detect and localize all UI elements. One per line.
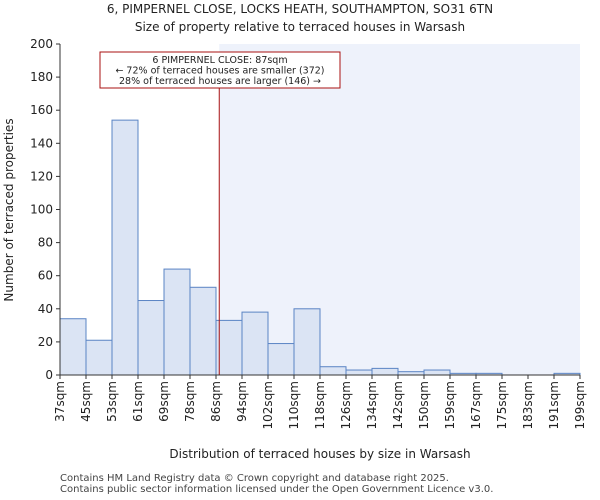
bar-134sqm — [371, 367, 399, 376]
annotation-box — [99, 51, 341, 89]
bar-53sqm — [111, 119, 139, 376]
bar-61sqm — [137, 300, 165, 376]
x-tick-label: 86sqm — [209, 381, 223, 422]
x-tick-label: 134sqm — [365, 381, 379, 429]
bar-102sqm — [267, 343, 295, 376]
bar-110sqm — [293, 308, 321, 376]
x-tick-label: 102sqm — [261, 381, 275, 429]
y-tick-label: 120 — [30, 169, 53, 183]
larger-region-shade — [219, 44, 580, 375]
x-tick-label: 126sqm — [339, 381, 353, 429]
y-tick-label: 200 — [30, 37, 53, 51]
bar-118sqm — [319, 366, 347, 376]
bar-37sqm — [59, 318, 87, 376]
y-tick-label: 80 — [38, 236, 53, 250]
annotation-line-3: 28% of terraced houses are larger (146) … — [119, 76, 321, 87]
chart-subtitle: Size of property relative to terraced ho… — [135, 20, 465, 34]
footer-line-1: Contains HM Land Registry data © Crown c… — [60, 473, 449, 484]
x-tick-label: 118sqm — [313, 381, 327, 429]
x-tick-label: 142sqm — [391, 381, 405, 429]
bar-78sqm — [189, 286, 217, 376]
x-tick-label: 37sqm — [53, 381, 67, 422]
bars-group — [59, 119, 581, 376]
bar-126sqm — [345, 369, 373, 376]
x-tick-label: 150sqm — [417, 381, 431, 429]
bar-45sqm — [85, 339, 113, 376]
x-tick-label: 69sqm — [157, 381, 171, 422]
x-tick-label: 53sqm — [105, 381, 119, 422]
y-tick-label: 40 — [38, 302, 53, 316]
y-tick-label: 100 — [30, 203, 53, 217]
x-axis-label: Distribution of terraced houses by size … — [169, 447, 470, 461]
y-axis-label: Number of terraced properties — [2, 118, 16, 301]
x-tick-label: 175sqm — [495, 381, 509, 429]
x-tick-label: 183sqm — [521, 381, 535, 429]
x-tick-label: 199sqm — [573, 381, 587, 429]
chart-title: 6, PIMPERNEL CLOSE, LOCKS HEATH, SOUTHAM… — [107, 2, 493, 16]
x-tick-label: 110sqm — [287, 381, 301, 429]
bar-69sqm — [163, 268, 191, 376]
x-tick-label: 94sqm — [235, 381, 249, 422]
footer-line-2: Contains public sector information licen… — [60, 484, 494, 495]
y-tick-label: 180 — [30, 70, 53, 84]
bar-150sqm — [423, 369, 451, 376]
x-tick-label: 45sqm — [79, 381, 93, 422]
x-tick-label: 159sqm — [443, 381, 457, 429]
bar-94sqm — [241, 311, 269, 376]
y-tick-label: 20 — [38, 335, 53, 349]
x-ticks: 37sqm 45sqm 53sqm 61sqm 69sqm 78sqm 86sqm 94sqm… — [53, 375, 587, 429]
x-tick-label: 61sqm — [131, 381, 145, 422]
x-tick-label: 191sqm — [547, 381, 561, 429]
y-ticks: 0 20 40 60 80 100 120 140 160 180 200 — [30, 37, 60, 382]
annotation-line-1: 6 PIMPERNEL CLOSE: 87sqm — [152, 55, 287, 66]
y-tick-label: 0 — [45, 368, 53, 382]
bar-86sqm — [215, 319, 243, 376]
x-tick-label: 167sqm — [469, 381, 483, 429]
y-tick-label: 60 — [38, 269, 53, 283]
y-tick-label: 160 — [30, 103, 53, 117]
x-tick-label: 78sqm — [183, 381, 197, 422]
y-tick-label: 140 — [30, 136, 53, 150]
annotation-line-2: ← 72% of terraced houses are smaller (37… — [115, 66, 324, 77]
